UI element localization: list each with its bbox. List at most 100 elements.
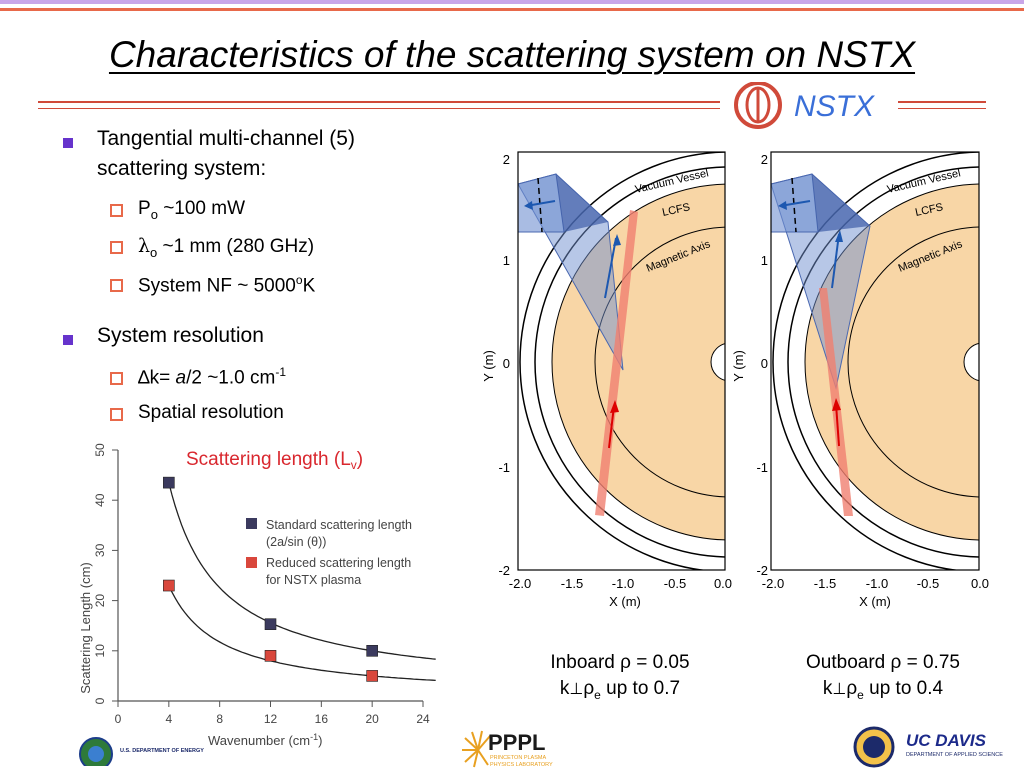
x-tick-label: 0: [115, 712, 122, 726]
data-point: [163, 476, 175, 489]
nstx-logo-text: NSTX: [794, 90, 875, 123]
title-rule-right-thin: [898, 108, 986, 109]
inboard-caption: Inboard ρ = 0.05 k⊥ρe up to 0.7: [515, 650, 725, 708]
x-tick: -1.5: [814, 576, 836, 591]
x-tick: -0.5: [664, 576, 686, 591]
y-tick: 1: [503, 253, 510, 268]
y-tick: 2: [761, 152, 768, 167]
bullet-1-line2: scattering system:: [97, 157, 267, 180]
chart-legend: Standard scattering length (2a/sin (θ)) …: [246, 518, 412, 587]
pppl-sunburst-icon: [462, 730, 491, 768]
fit-curve-series-0: [168, 482, 436, 660]
x-tick: -1.5: [561, 576, 583, 591]
sub-bullet-spatial: Spatial resolution: [138, 402, 284, 423]
label-lcfs: LCFS: [661, 201, 691, 219]
outboard-caption: Outboard ρ = 0.75 k⊥ρe up to 0.4: [778, 650, 988, 708]
title-rule-left: [38, 101, 720, 103]
chart-fit-curves: [168, 482, 436, 682]
data-point: [366, 645, 378, 657]
data-point: [264, 650, 277, 662]
ucdavis-sub: DEPARTMENT OF APPLIED SCIENCE: [906, 752, 1003, 758]
bullet-marker: [63, 335, 73, 345]
chart-title: Scattering length (Lv): [186, 449, 363, 472]
y-tick: 1: [761, 253, 768, 268]
ucdavis-text: UC DAVIS: [906, 731, 987, 750]
bullet-2: System resolution: [97, 324, 264, 347]
x-tick: 0.0: [714, 576, 732, 591]
panel-ticks: 2 1 0 -1 -2 -2.0 -1.5 -1.0 -0.5 0.0: [756, 152, 989, 591]
sub-bullet-power: Po ~100 mW: [138, 198, 246, 222]
y-tick: -1: [756, 460, 768, 475]
ucdavis-logo: UC DAVIS DEPARTMENT OF APPLIED SCIENCE: [853, 726, 1003, 768]
chart-axes: 0 4 8 12 16 20 24 0 10 20 30 40 50: [93, 443, 430, 726]
inboard-caption-line2: k⊥ρe up to 0.7: [559, 678, 681, 702]
data-point: [163, 579, 175, 592]
outboard-caption-line1: Outboard ρ = 0.75: [806, 652, 960, 673]
bullet-1-line1: Tangential multi-channel (5): [97, 127, 355, 150]
chart-y-axis-label: Scattering Length (cm): [78, 562, 93, 694]
fit-curve-series-1: [168, 585, 436, 682]
y-tick: -1: [498, 460, 510, 475]
title-rule-left-thin: [38, 108, 720, 109]
panel-y-axis-label: Y (m): [731, 350, 746, 382]
x-tick-label: 8: [216, 712, 223, 726]
top-accent-bar: [0, 0, 1024, 4]
x-tick: -1.0: [612, 576, 634, 591]
pppl-sub1: PRINCETON PLASMA: [490, 755, 546, 761]
chart-x-axis-label: Wavenumber (cm-1): [208, 732, 322, 748]
x-tick-label: 20: [365, 712, 379, 726]
x-tick: -2.0: [509, 576, 531, 591]
title-rule-right: [898, 101, 986, 103]
sub-bullet-marker: [110, 279, 123, 292]
sub-bullet-wavelength: λo ~1 mm (280 GHz): [138, 235, 315, 260]
y-tick: 2: [503, 152, 510, 167]
nstx-logo: NSTX: [734, 82, 875, 129]
panel-y-axis-label: Y (m): [481, 350, 496, 382]
label-lcfs: LCFS: [914, 201, 944, 219]
x-tick: -0.5: [917, 576, 939, 591]
pppl-logo: PPPL PRINCETON PLASMA PHYSICS LABORATORY: [462, 730, 553, 768]
legend-swatch-reduced: [246, 557, 257, 568]
y-tick-label: 30: [93, 543, 107, 557]
scattering-length-chart: Scattering length (Lv) 0 4 8 12 16 20 24 0 10 20 3…: [78, 443, 436, 748]
y-tick-label: 40: [93, 493, 107, 507]
legend-label-reduced: Reduced scattering length: [266, 556, 411, 570]
doe-text: U.S. DEPARTMENT OF ENERGY: [120, 748, 204, 754]
bullet-marker: [63, 138, 73, 148]
x-tick: -2.0: [762, 576, 784, 591]
data-point: [366, 670, 378, 682]
outboard-caption-line2: k⊥ρe up to 0.4: [822, 678, 944, 702]
panel-x-axis-label: X (m): [609, 594, 641, 609]
legend-label-standard-formula: (2a/sin (θ)): [266, 535, 326, 549]
sub-bullet-k-resolution: ∆k= a/2 ~1.0 cm-1: [138, 365, 286, 389]
y-tick: 0: [761, 356, 768, 371]
x-tick-label: 24: [416, 712, 430, 726]
sub-bullet-marker: [110, 241, 123, 254]
legend-label-reduced-2: for NSTX plasma: [266, 573, 361, 587]
chart-points: [163, 476, 378, 682]
sub-bullet-noise-figure: System NF ~ 5000oK: [138, 273, 316, 297]
y-tick: -2: [756, 563, 768, 578]
sub-bullet-marker: [110, 204, 123, 217]
pppl-text: PPPL: [488, 730, 545, 755]
pppl-sub2: PHYSICS LABORATORY: [490, 762, 553, 768]
x-tick-label: 16: [315, 712, 329, 726]
panel-x-axis-label: X (m): [859, 594, 891, 609]
inboard-caption-line1: Inboard ρ = 0.05: [550, 652, 690, 673]
data-point: [264, 618, 277, 630]
outboard-geometry-panel: Vacuum Vessel LCFS Magnetic Axis Y (m) X…: [731, 151, 989, 609]
slide-title: Characteristics of the scattering system…: [108, 34, 916, 75]
y-tick: 0: [503, 356, 510, 371]
doe-logo: U.S. DEPARTMENT OF ENERGY: [79, 737, 204, 766]
y-tick-label: 50: [93, 443, 107, 457]
x-tick: 0.0: [971, 576, 989, 591]
x-tick-label: 4: [165, 712, 172, 726]
y-tick-label: 10: [93, 644, 107, 658]
x-tick-label: 12: [264, 712, 278, 726]
y-tick-label: 0: [93, 697, 107, 704]
top-accent-line: [0, 8, 1024, 11]
x-tick: -1.0: [866, 576, 888, 591]
y-tick-label: 20: [93, 594, 107, 608]
panel-ticks: 2 1 0 -1 -2 -2.0 -1.5 -1.0 -0.5 0.0: [498, 152, 732, 591]
sub-bullet-marker: [110, 408, 123, 421]
